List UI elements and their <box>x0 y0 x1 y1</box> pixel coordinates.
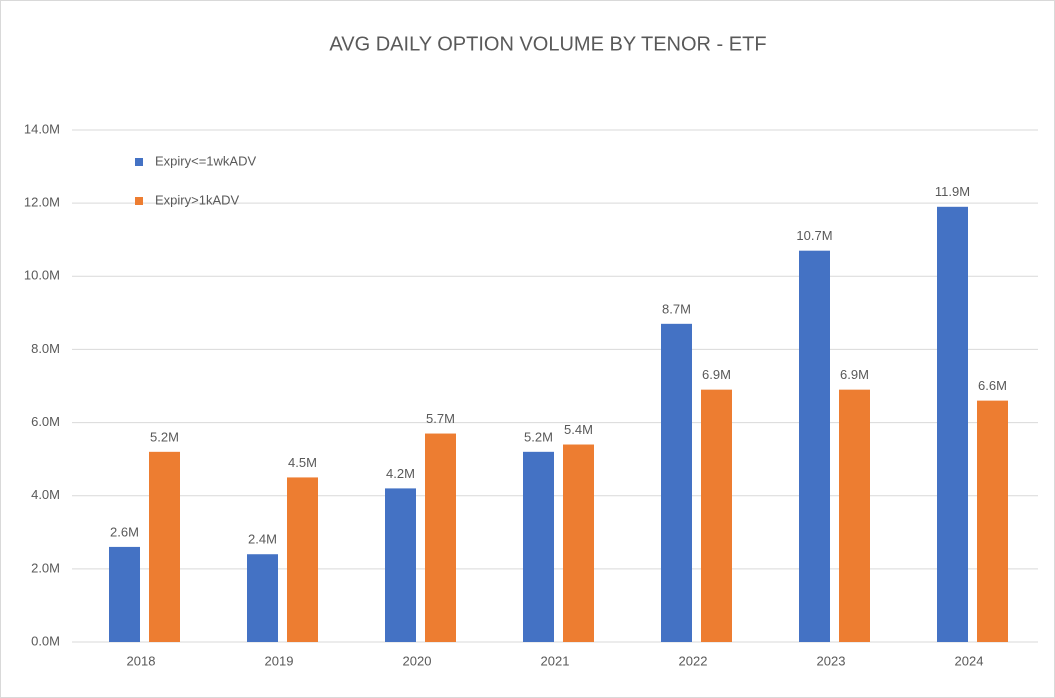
y-tick-label: 14.0M <box>24 121 60 136</box>
bar <box>937 206 968 643</box>
data-label: 6.9M <box>840 367 869 382</box>
data-label: 6.9M <box>702 367 731 382</box>
x-tick-label: 2020 <box>403 653 432 668</box>
y-tick-label: 4.0M <box>31 487 60 502</box>
bar <box>523 451 554 642</box>
data-label: 5.2M <box>524 429 553 444</box>
y-tick-label: 8.0M <box>31 341 60 356</box>
data-label: 5.4M <box>564 422 593 437</box>
bar <box>149 451 180 642</box>
x-tick-label: 2022 <box>679 653 708 668</box>
data-label: 2.4M <box>248 532 277 547</box>
bar <box>385 488 416 642</box>
legend-swatch <box>135 158 143 166</box>
bar <box>425 433 456 642</box>
x-tick-label: 2023 <box>817 653 846 668</box>
x-tick-label: 2018 <box>127 653 156 668</box>
data-label: 11.9M <box>935 184 970 199</box>
bar <box>247 554 278 642</box>
data-label: 4.2M <box>386 466 415 481</box>
data-label: 6.6M <box>978 378 1007 393</box>
data-label: 4.5M <box>288 455 317 470</box>
bar <box>661 323 692 642</box>
bar <box>287 477 318 642</box>
y-tick-label: 12.0M <box>24 195 60 210</box>
y-tick-label: 10.0M <box>24 268 60 283</box>
legend-swatch <box>135 197 143 205</box>
bar <box>799 250 830 642</box>
chart-title: AVG DAILY OPTION VOLUME BY TENOR - ETF <box>329 33 766 55</box>
data-label: 10.7M <box>796 228 832 243</box>
data-label: 5.2M <box>150 429 179 444</box>
bar <box>977 400 1008 642</box>
x-tick-label: 2024 <box>955 653 984 668</box>
y-tick-label: 0.0M <box>31 633 60 648</box>
legend-label: Expiry<=1wkADV <box>155 153 256 168</box>
data-label: 8.7M <box>662 301 691 316</box>
legend-label: Expiry>1kADV <box>155 192 239 207</box>
bar <box>701 389 732 642</box>
data-label: 2.6M <box>110 524 139 539</box>
data-label: 5.7M <box>426 411 455 426</box>
bar <box>563 444 594 642</box>
y-tick-label: 6.0M <box>31 414 60 429</box>
bar <box>109 546 140 642</box>
x-tick-label: 2021 <box>541 653 570 668</box>
y-tick-label: 2.0M <box>31 560 60 575</box>
bar <box>839 389 870 642</box>
x-tick-label: 2019 <box>265 653 294 668</box>
